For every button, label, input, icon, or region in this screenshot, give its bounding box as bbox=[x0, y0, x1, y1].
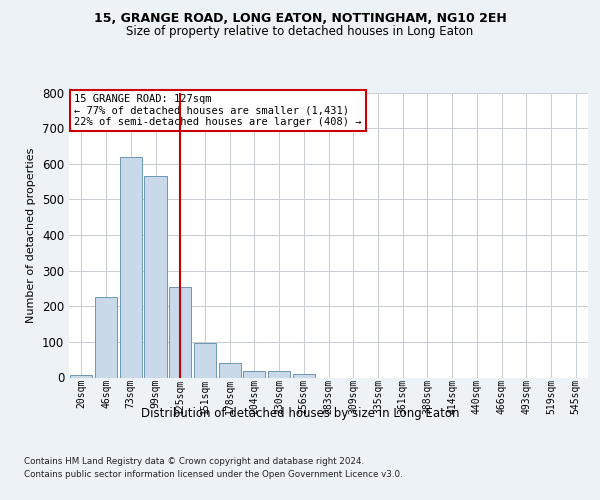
Bar bbox=[293, 374, 315, 378]
Text: Contains public sector information licensed under the Open Government Licence v3: Contains public sector information licen… bbox=[24, 470, 403, 479]
Text: 15, GRANGE ROAD, LONG EATON, NOTTINGHAM, NG10 2EH: 15, GRANGE ROAD, LONG EATON, NOTTINGHAM,… bbox=[94, 12, 506, 26]
Bar bbox=[194, 344, 216, 378]
Bar bbox=[95, 298, 117, 378]
Text: Contains HM Land Registry data © Crown copyright and database right 2024.: Contains HM Land Registry data © Crown c… bbox=[24, 458, 364, 466]
Text: Size of property relative to detached houses in Long Eaton: Size of property relative to detached ho… bbox=[127, 25, 473, 38]
Bar bbox=[243, 371, 265, 378]
Bar bbox=[119, 156, 142, 378]
Bar bbox=[169, 288, 191, 378]
Text: 15 GRANGE ROAD: 127sqm
← 77% of detached houses are smaller (1,431)
22% of semi-: 15 GRANGE ROAD: 127sqm ← 77% of detached… bbox=[74, 94, 362, 127]
Bar bbox=[218, 362, 241, 378]
Bar bbox=[145, 176, 167, 378]
Y-axis label: Number of detached properties: Number of detached properties bbox=[26, 148, 37, 322]
Bar bbox=[268, 371, 290, 378]
Text: Distribution of detached houses by size in Long Eaton: Distribution of detached houses by size … bbox=[141, 408, 459, 420]
Bar bbox=[70, 374, 92, 378]
